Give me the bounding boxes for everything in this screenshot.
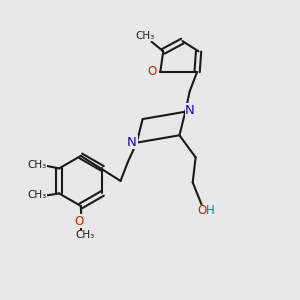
Text: CH₃: CH₃ xyxy=(75,230,94,240)
Text: O: O xyxy=(197,204,206,217)
Text: H: H xyxy=(206,204,215,217)
Text: N: N xyxy=(127,136,137,148)
Text: CH₃: CH₃ xyxy=(135,31,154,41)
Text: CH₃: CH₃ xyxy=(27,160,47,170)
Text: CH₃: CH₃ xyxy=(27,190,47,200)
Text: O: O xyxy=(74,215,84,228)
Text: N: N xyxy=(185,104,195,117)
Text: O: O xyxy=(147,65,157,78)
